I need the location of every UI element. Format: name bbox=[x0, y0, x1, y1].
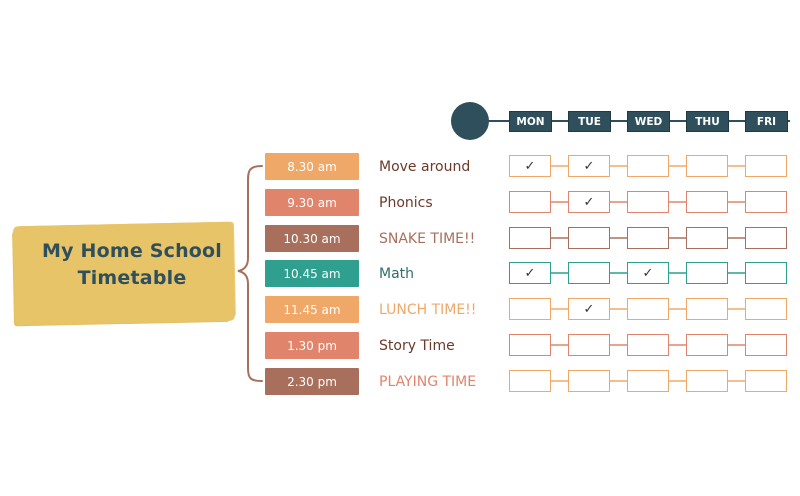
title-line-1: My Home School bbox=[41, 240, 223, 262]
day-mon: MON bbox=[509, 111, 552, 132]
day-thu: THU bbox=[686, 111, 729, 132]
check-mark-icon: ✓ bbox=[583, 158, 595, 174]
checkbox-tue[interactable]: ✓ bbox=[568, 155, 610, 177]
time-slot: 9.30 am bbox=[265, 189, 359, 216]
checkbox-tue[interactable] bbox=[568, 262, 610, 284]
checkbox-thu[interactable] bbox=[686, 227, 728, 249]
checkbox-tue[interactable] bbox=[568, 370, 610, 392]
checkbox-wed[interactable] bbox=[627, 298, 669, 320]
checkbox-thu[interactable] bbox=[686, 155, 728, 177]
timetable-title: My Home School Timetable bbox=[16, 238, 248, 292]
checkbox-fri[interactable] bbox=[745, 262, 787, 284]
checkbox-wed[interactable] bbox=[627, 334, 669, 356]
check-mark-icon: ✓ bbox=[583, 301, 595, 317]
checkbox-thu[interactable] bbox=[686, 191, 728, 213]
checkbox-fri[interactable] bbox=[745, 334, 787, 356]
activity-label: Story Time bbox=[379, 337, 455, 354]
checkbox-wed[interactable] bbox=[627, 191, 669, 213]
activity-label: Move around bbox=[379, 158, 471, 175]
time-slot: 10.30 am bbox=[265, 225, 359, 252]
checkbox-thu[interactable] bbox=[686, 298, 728, 320]
check-mark-icon: ✓ bbox=[583, 194, 595, 210]
checkbox-tue[interactable] bbox=[568, 334, 610, 356]
checkbox-mon[interactable] bbox=[509, 298, 551, 320]
checkbox-wed[interactable] bbox=[627, 155, 669, 177]
check-mark-icon: ✓ bbox=[524, 158, 536, 174]
time-slot: 8.30 am bbox=[265, 153, 359, 180]
checkbox-wed[interactable]: ✓ bbox=[627, 262, 669, 284]
activity-label: PLAYING TIME bbox=[379, 373, 477, 390]
checkbox-thu[interactable] bbox=[686, 262, 728, 284]
checkbox-tue[interactable] bbox=[568, 227, 610, 249]
day-fri: FRI bbox=[745, 111, 788, 132]
check-mark-icon: ✓ bbox=[642, 265, 654, 281]
checkbox-fri[interactable] bbox=[745, 227, 787, 249]
time-slot: 1.30 pm bbox=[265, 332, 359, 359]
checkbox-fri[interactable] bbox=[745, 155, 787, 177]
activity-label: Math bbox=[379, 265, 415, 282]
checkbox-fri[interactable] bbox=[745, 191, 787, 213]
day-wed: WED bbox=[627, 111, 670, 132]
title-line-2: Timetable bbox=[77, 267, 187, 289]
checkbox-mon[interactable]: ✓ bbox=[509, 262, 551, 284]
activity-label: Phonics bbox=[379, 194, 433, 211]
checkbox-fri[interactable] bbox=[745, 298, 787, 320]
time-slot: 2.30 pm bbox=[265, 368, 359, 395]
time-slot: 11.45 am bbox=[265, 296, 359, 323]
curly-bracket bbox=[237, 165, 263, 382]
activity-label: LUNCH TIME!! bbox=[379, 301, 477, 318]
checkbox-wed[interactable] bbox=[627, 370, 669, 392]
checkbox-wed[interactable] bbox=[627, 227, 669, 249]
checkbox-fri[interactable] bbox=[745, 370, 787, 392]
check-mark-icon: ✓ bbox=[524, 265, 536, 281]
day-tue: TUE bbox=[568, 111, 611, 132]
activity-label: SNAKE TIME!! bbox=[379, 230, 476, 247]
checkbox-mon[interactable] bbox=[509, 191, 551, 213]
checkbox-tue[interactable]: ✓ bbox=[568, 298, 610, 320]
checkbox-mon[interactable] bbox=[509, 370, 551, 392]
checkbox-tue[interactable]: ✓ bbox=[568, 191, 610, 213]
header-circle bbox=[451, 102, 489, 140]
checkbox-mon[interactable] bbox=[509, 227, 551, 249]
time-slot: 10.45 am bbox=[265, 260, 359, 287]
checkbox-mon[interactable]: ✓ bbox=[509, 155, 551, 177]
checkbox-thu[interactable] bbox=[686, 370, 728, 392]
checkbox-mon[interactable] bbox=[509, 334, 551, 356]
checkbox-thu[interactable] bbox=[686, 334, 728, 356]
